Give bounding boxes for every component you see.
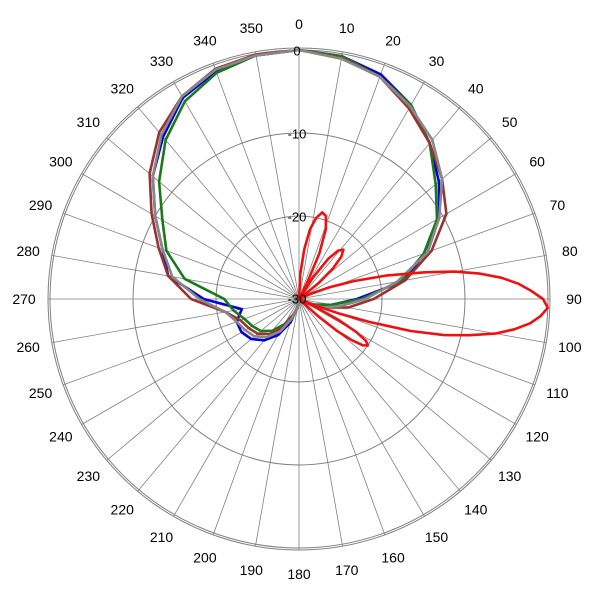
grid-spoke: [298, 173, 517, 300]
grid-spoke: [212, 298, 300, 535]
grid-spoke: [298, 298, 386, 535]
angle-tick-label: 210: [150, 529, 174, 545]
grid-spoke: [298, 298, 517, 425]
grid-spoke: [298, 51, 343, 300]
grid-spoke: [106, 298, 300, 461]
grid-spoke: [63, 212, 300, 300]
angle-tick-label: 20: [385, 33, 401, 49]
grid-spoke: [298, 106, 461, 300]
angle-tick-label: 270: [12, 291, 36, 307]
angle-tick-label: 80: [562, 243, 578, 259]
grid-spoke: [51, 298, 300, 343]
series-line-5: [297, 211, 550, 347]
angle-tick-label: 230: [77, 468, 101, 484]
grid-spoke: [298, 63, 386, 300]
angle-tick-label: 50: [502, 114, 518, 130]
angle-tick-label: 250: [29, 385, 53, 401]
angle-tick-label: 120: [525, 429, 549, 445]
series-layer: [148, 48, 550, 347]
angle-tick-label: 330: [150, 53, 174, 69]
angle-tick-label: 310: [77, 114, 101, 130]
radial-tick-label: -10: [288, 127, 307, 142]
radial-labels: 0 -10 -20 -30: [288, 44, 307, 307]
angle-tick-label: 190: [240, 562, 264, 578]
angle-tick-label: 240: [49, 429, 73, 445]
angle-tick-label: 90: [566, 291, 582, 307]
series-line-4: [151, 48, 444, 339]
grid-spoke: [106, 137, 300, 300]
grid-spoke: [298, 81, 425, 300]
grid-spoke: [63, 298, 300, 386]
angle-tick-label: 140: [464, 502, 488, 518]
radial-tick-label: -20: [288, 210, 307, 225]
angle-tick-label: 180: [287, 566, 311, 582]
angle-tick-label: 100: [558, 339, 582, 355]
grid-spoke: [51, 255, 300, 300]
angle-tick-label: 70: [550, 197, 566, 213]
angle-tick-label: 10: [339, 20, 355, 36]
angle-tick-label: 350: [240, 20, 264, 36]
radial-tick-label: -30: [288, 292, 307, 307]
angle-tick-label: 200: [193, 549, 217, 565]
angle-tick-label: 220: [111, 502, 135, 518]
angle-tick-label: 150: [425, 529, 449, 545]
angle-tick-label: 110: [546, 385, 569, 401]
angle-tick-label: 40: [468, 80, 484, 96]
angle-tick-label: 30: [429, 53, 445, 69]
grid-spoke: [255, 298, 300, 547]
grid-spoke: [137, 106, 300, 300]
grid-spoke: [298, 255, 547, 300]
angle-tick-label: 280: [16, 243, 40, 259]
angle-tick-label: 260: [16, 339, 40, 355]
angle-tick-label: 160: [381, 549, 405, 565]
angle-tick-label: 290: [29, 197, 53, 213]
angle-tick-label: 170: [335, 562, 359, 578]
angle-tick-label: 300: [49, 154, 73, 170]
angle-tick-label: 340: [193, 33, 217, 49]
grid-spoke: [212, 63, 300, 300]
grid-spoke: [137, 298, 300, 492]
grid-spoke: [173, 81, 300, 300]
angle-tick-label: 60: [529, 154, 545, 170]
angle-tick-label: 0: [295, 16, 303, 32]
grid-spoke: [298, 298, 461, 492]
grid-spoke: [298, 298, 425, 517]
radial-tick-label: 0: [293, 44, 300, 59]
grid-spoke: [81, 173, 300, 300]
angle-tick-label: 130: [498, 468, 522, 484]
grid-spoke: [81, 298, 300, 425]
angle-labels: 0 10 20 30 40 50 60 70 80 90 100 110 120 130 140 150 160…: [12, 16, 582, 582]
grid-spoke: [298, 298, 343, 547]
angle-tick-label: 320: [111, 80, 135, 96]
grid-spoke: [255, 51, 300, 300]
